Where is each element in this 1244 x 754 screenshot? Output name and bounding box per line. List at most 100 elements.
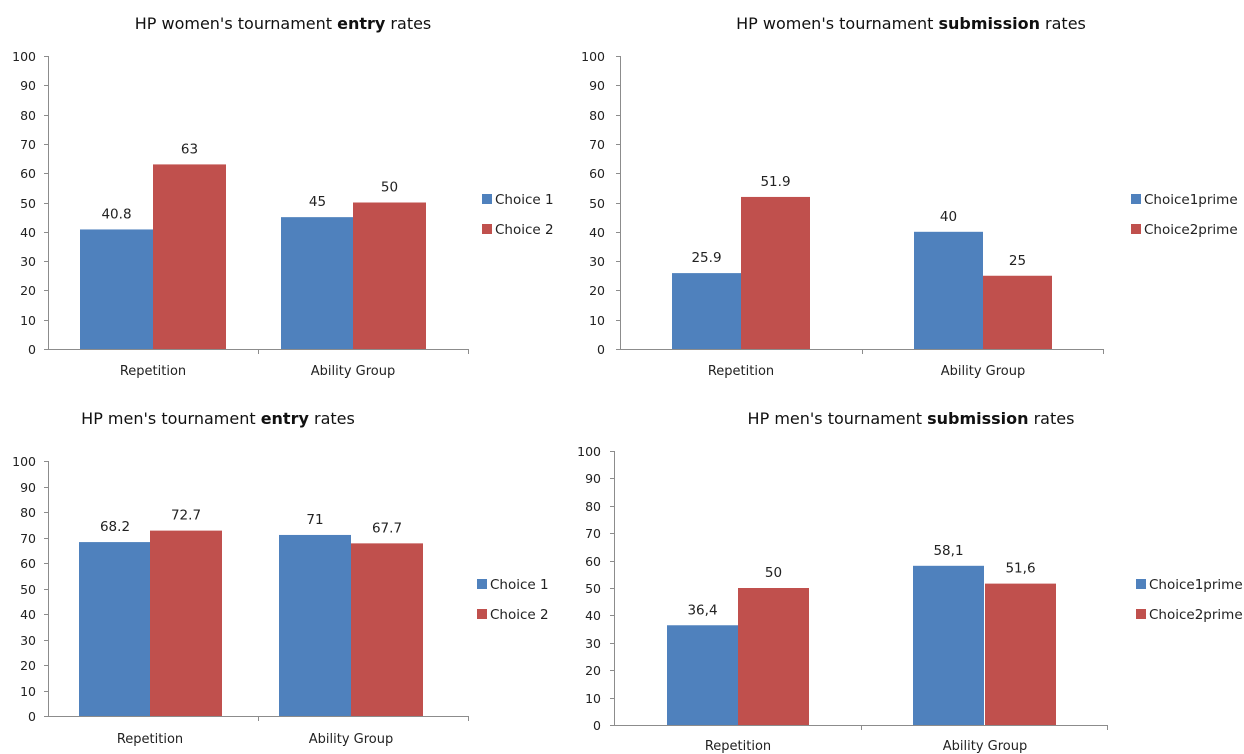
bar [983,275,1052,349]
chart-title: HP men's tournament entry rates [81,409,355,428]
bar-data-label: 50 [381,180,398,196]
chart-title-part: submission [927,409,1028,428]
y-tick-label: 50 [585,581,601,596]
x-category-label: Ability Group [311,364,395,379]
chart-title: HP women's tournament submission rates [736,14,1086,33]
y-tick-label: 0 [593,718,601,733]
bar-data-label: 50 [765,565,782,581]
y-tick-label: 50 [20,196,36,211]
y-tick-label: 70 [589,137,605,152]
legend-label: Choice2prime [1144,222,1238,238]
legend-swatch [477,579,487,589]
bar [985,583,1056,725]
bar [667,625,738,725]
bar [80,229,153,349]
bar [281,217,354,349]
chart-title: HP men's tournament submission rates [748,409,1075,428]
bar [741,196,810,349]
y-tick-label: 30 [589,254,605,269]
y-tick-label: 60 [20,556,36,571]
bar [351,543,423,716]
y-tick-label: 70 [585,526,601,541]
y-tick-label: 0 [597,342,605,357]
legend-label: Choice 1 [495,192,554,208]
chart-panel-2: HP women's tournament submission rates 0 1… [581,14,1238,379]
y-tick-label: 20 [20,283,36,298]
bar-data-label: 25 [1009,253,1026,269]
bar-data-label: 63 [181,141,198,157]
y-tick-label: 90 [585,471,601,486]
y-tick-label: 40 [20,225,36,240]
y-tick-label: 100 [581,49,605,64]
bar [153,164,226,349]
y-tick-label: 70 [20,531,36,546]
bar [150,530,222,716]
chart-panel-4: HP men's tournament submission rates 0 10 2… [577,409,1243,754]
bar-data-label: 67.7 [372,520,402,536]
y-tick-label: 50 [589,196,605,211]
legend-swatch [1131,194,1141,204]
y-tick-label: 60 [20,166,36,181]
x-category-label: Repetition [120,364,186,379]
y-tick-label: 90 [20,480,36,495]
x-category-label: Ability Group [943,739,1027,754]
y-tick-label: 30 [20,633,36,648]
chart-title-part: rates [309,409,355,428]
y-tick-label: 90 [589,78,605,93]
legend-label: Choice1prime [1144,192,1238,208]
bar-data-label: 51.9 [760,174,790,190]
bar-data-label: 71 [306,512,323,528]
legend-swatch [482,194,492,204]
bar-data-label: 25.9 [691,250,721,266]
y-tick-label: 100 [12,454,36,469]
y-tick-label: 20 [585,663,601,678]
y-tick-label: 80 [589,108,605,123]
chart-title-part: rates [1040,14,1086,33]
chart-panel-1: HP women's tournament entry rates 0 10 20 30… [12,14,553,379]
chart-title-part: rates [385,14,431,33]
chart-title-part: entry [261,409,310,428]
y-tick-label: 10 [585,691,601,706]
y-tick-label: 80 [585,499,601,514]
legend-swatch [1136,609,1146,619]
chart-title-part: submission [939,14,1040,33]
y-tick-label: 70 [20,137,36,152]
y-tick-label: 40 [20,607,36,622]
x-category-label: Ability Group [941,364,1025,379]
x-category-label: Repetition [117,732,183,747]
bar [279,534,351,716]
chart-title-part: HP men's tournament [81,409,261,428]
chart-title: HP women's tournament entry rates [135,14,432,33]
chart-title-part: HP women's tournament [736,14,938,33]
chart-panel-3: HP men's tournament entry rates 0 10 20 30 40… [12,409,548,747]
legend-label: Choice 2 [490,607,549,623]
bar [913,565,984,725]
bar-data-label: 68.2 [100,519,130,535]
legend-swatch [1131,224,1141,234]
x-category-label: Repetition [708,364,774,379]
bar [353,202,426,349]
y-tick-label: 30 [585,636,601,651]
y-tick-label: 10 [20,684,36,699]
legend-label: Choice 1 [490,577,549,593]
y-tick-label: 50 [20,582,36,597]
y-tick-label: 100 [12,49,36,64]
y-tick-label: 80 [20,505,36,520]
y-tick-label: 30 [20,254,36,269]
chart-title-part: rates [1029,409,1075,428]
legend-label: Choice2prime [1149,607,1243,623]
y-tick-label: 0 [28,342,36,357]
legend-swatch [482,224,492,234]
legend-label: Choice 2 [495,222,554,238]
y-tick-label: 20 [20,658,36,673]
x-category-label: Ability Group [309,732,393,747]
bar-data-label: 40 [940,209,957,225]
y-tick-label: 90 [20,78,36,93]
y-tick-label: 60 [585,554,601,569]
bar-data-label: 58,1 [933,543,963,559]
y-tick-label: 60 [589,166,605,181]
y-tick-label: 10 [20,313,36,328]
bar-data-label: 72.7 [171,508,201,524]
y-tick-label: 80 [20,108,36,123]
